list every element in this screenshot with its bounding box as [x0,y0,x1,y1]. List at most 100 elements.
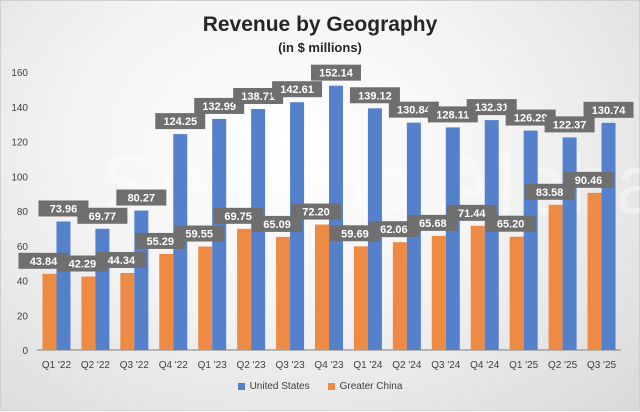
data-label: 44.34 [108,255,136,267]
data-label-box [329,225,380,242]
data-label-box [388,101,439,118]
bar-greater-china [470,225,485,350]
chart-title: Revenue by Geography [202,13,438,36]
x-tick-label: Q2 '22 [81,360,111,371]
x-tick-label: Q1 '22 [42,360,72,371]
data-label: 132.31 [475,102,509,114]
x-tick-label: Q4 '23 [314,360,344,371]
data-label-box [349,87,400,104]
y-tick-label: 0 [22,346,28,357]
legend-label: United States [249,381,310,392]
x-tick-label: Q1 '23 [198,360,228,371]
data-label: 43.84 [30,256,58,268]
x-tick-label: Q4 '24 [470,360,500,371]
bar-greater-china [159,253,174,350]
data-label: 71.44 [458,208,486,220]
data-label: 55.29 [147,236,175,248]
x-tick-label: Q2 '23 [237,360,267,371]
x-tick-label: Q2 '25 [548,360,578,371]
bar-greater-china [237,228,252,350]
data-label-box [38,200,89,217]
data-label-box [583,101,634,118]
bar-united-states [95,228,110,350]
bar-greater-china [276,236,291,350]
bar-united-states [523,130,538,350]
data-label-box [57,255,108,272]
data-label-box [155,113,206,130]
data-label: 130.84 [397,105,432,117]
legend-swatch [327,383,335,390]
data-label-box [252,215,303,232]
data-label-box [213,207,264,224]
bar-united-states [562,137,577,350]
y-tick-label: 60 [17,242,29,253]
data-label-box [291,203,341,220]
data-label: 59.69 [341,228,369,240]
data-label-box [446,204,497,221]
data-label: 83.58 [536,187,564,199]
y-tick-label: 80 [17,207,29,218]
data-label: 65.68 [419,218,447,230]
bar-greater-china [548,204,563,350]
bar-greater-china [431,235,446,350]
x-tick-label: Q3 '24 [431,360,461,371]
bar-greater-china [120,272,135,350]
data-label-box [135,232,186,249]
data-label-box [466,99,517,116]
data-label: 62.06 [380,224,408,236]
data-label: 126.29 [514,113,548,125]
data-label-box [77,207,128,224]
bar-united-states [56,221,71,350]
data-label: 65.20 [497,219,525,231]
x-tick-label: Q3 '25 [587,360,617,371]
data-label-box [311,64,361,81]
legend-item-united-states: United States [237,381,310,392]
y-tick-label: 140 [11,103,28,114]
data-label-box [174,225,225,242]
data-label: 69.75 [224,211,252,223]
x-tick-label: Q3 '23 [275,360,305,371]
data-label-box [116,189,167,206]
bar-united-states [445,127,460,350]
data-label-box [524,183,575,200]
data-label: 122.37 [553,119,587,131]
data-label: 80.27 [128,193,156,205]
bar-greater-china [353,246,368,350]
data-label: 42.29 [69,259,97,271]
chart-subtitle: (in $ millions) [278,40,362,55]
data-label: 132.99 [202,101,236,113]
bar-united-states [134,210,149,350]
legend-label: Greater China [339,381,403,392]
y-tick-label: 100 [11,172,28,183]
data-label-box [407,214,458,231]
bar-greater-china [392,242,407,350]
y-tick-label: 160 [11,68,28,79]
data-label: 130.74 [592,105,627,117]
data-label: 59.55 [185,229,213,241]
bar-greater-china [42,273,57,350]
data-label: 69.77 [89,211,117,223]
data-label-box [96,251,147,268]
data-label-box [233,87,284,104]
data-label: 65.09 [263,219,291,231]
y-tick-label: 120 [11,138,28,149]
bar-greater-china [509,236,524,350]
x-tick-label: Q4 '22 [159,360,189,371]
data-label-box [505,109,556,126]
bar-greater-china [587,192,602,350]
data-label: 73.96 [50,203,78,215]
data-label-box [18,252,69,269]
data-label-box [194,97,245,114]
x-tick-label: Q1 '25 [509,360,539,371]
bar-united-states [601,122,616,350]
data-label-box [427,106,478,123]
data-label: 90.46 [575,175,603,187]
y-tick-label: 40 [17,277,29,288]
data-label: 152.14 [319,68,354,80]
legend: United States Greater China [1,381,639,392]
legend-swatch [237,383,245,390]
bar-greater-china [198,246,213,350]
data-label-box [563,171,614,188]
bar-united-states [484,120,499,350]
